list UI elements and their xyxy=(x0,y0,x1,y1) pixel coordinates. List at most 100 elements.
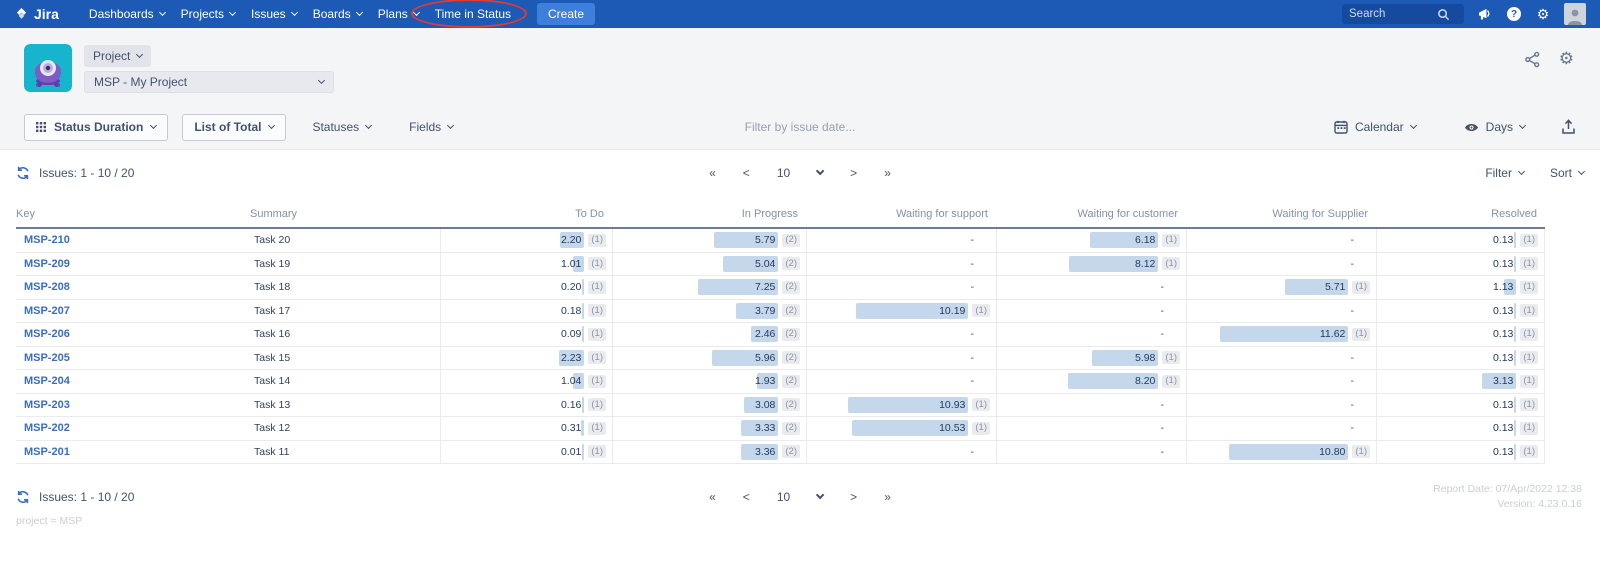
nav-item-issues[interactable]: Issues xyxy=(243,0,305,28)
issue-key-link[interactable]: MSP-206 xyxy=(24,328,70,341)
issue-key-link[interactable]: MSP-208 xyxy=(24,281,70,294)
nav-item-time-in-status[interactable]: Time in Status xyxy=(410,0,527,28)
prev-page-button[interactable]: < xyxy=(742,490,750,504)
transition-count: (1) xyxy=(1520,233,1538,247)
grid-icon xyxy=(36,122,46,132)
duration-value: 0.13 xyxy=(1492,422,1514,435)
first-page-button[interactable]: « xyxy=(709,166,716,180)
create-button[interactable]: Create xyxy=(537,3,596,25)
pagination: « < 10 > » xyxy=(709,490,891,504)
sort-dropdown[interactable]: Sort xyxy=(1550,166,1586,180)
refresh-icon[interactable] xyxy=(16,166,30,180)
fields-dropdown[interactable]: Fields xyxy=(397,120,465,134)
duration-value: 0.13 xyxy=(1492,234,1514,247)
duration-value: 3.33 xyxy=(754,422,776,435)
empty-value: - xyxy=(1160,304,1165,317)
page-size-value[interactable]: 10 xyxy=(776,166,791,180)
refresh-icon[interactable] xyxy=(16,490,30,504)
table-row: MSP-207 Task 17 0.18 (1) 3.79 (2) 10.19 (1) - - 0.… xyxy=(16,299,1545,323)
filter-dropdown[interactable]: Filter xyxy=(1485,166,1526,180)
transition-count: (1) xyxy=(588,257,606,271)
prev-page-button[interactable]: < xyxy=(742,166,750,180)
duration-value: 6.18 xyxy=(1134,234,1156,247)
table-row: MSP-203 Task 13 0.16 (1) 3.08 (2) 10.93 (1) - - 0.… xyxy=(16,393,1545,417)
last-page-button[interactable]: » xyxy=(884,490,891,504)
duration-cell: 5.96 (2) xyxy=(612,346,806,369)
empty-value: - xyxy=(970,281,975,294)
duration-value: 2.23 xyxy=(560,351,582,364)
project-avatar[interactable] xyxy=(24,44,72,92)
nav-item-projects[interactable]: Projects xyxy=(173,0,243,28)
duration-bar: 5.96 xyxy=(712,349,779,366)
units-dropdown[interactable]: Days xyxy=(1452,120,1537,134)
duration-cell: 0.09 (1) xyxy=(440,323,612,346)
duration-value: 0.13 xyxy=(1492,445,1514,458)
project-select[interactable]: MSP - My Project xyxy=(84,71,334,93)
jira-logo[interactable]: Jira xyxy=(14,6,59,22)
duration-value: 1.93 xyxy=(754,375,776,388)
nav-item-boards[interactable]: Boards xyxy=(305,0,370,28)
duration-cell: - xyxy=(996,440,1186,463)
search-input[interactable] xyxy=(1349,8,1435,20)
chevron-down-icon xyxy=(1517,167,1526,176)
duration-value: 10.93 xyxy=(939,398,966,411)
filter-by-date-field[interactable]: Filter by issue date... xyxy=(744,120,856,134)
duration-value: 0.01 xyxy=(560,445,582,458)
duration-bar: 0.13 xyxy=(1493,443,1517,460)
issue-key-link[interactable]: MSP-210 xyxy=(24,234,70,247)
issue-key-link[interactable]: MSP-205 xyxy=(24,351,70,364)
report-type-button[interactable]: Status Duration xyxy=(24,113,169,141)
empty-value: - xyxy=(1350,257,1355,270)
report-toolbar: Status Duration List of Total Statuses F… xyxy=(24,113,1576,141)
user-avatar[interactable] xyxy=(1564,3,1586,25)
search-box[interactable] xyxy=(1342,4,1464,24)
duration-value: 7.25 xyxy=(754,281,776,294)
duration-bar: 3.79 xyxy=(736,302,779,319)
duration-cell: - xyxy=(996,393,1186,416)
column-header-to-do: To Do xyxy=(575,208,604,220)
next-page-button[interactable]: > xyxy=(850,166,858,180)
issue-key-link[interactable]: MSP-201 xyxy=(24,445,70,458)
issue-summary: Task 13 xyxy=(254,398,291,411)
settings-icon[interactable]: ⚙ xyxy=(1536,6,1550,22)
issue-key-link[interactable]: MSP-204 xyxy=(24,375,70,388)
nav-item-dashboards[interactable]: Dashboards xyxy=(81,0,173,28)
issue-key-link[interactable]: MSP-207 xyxy=(24,304,70,317)
next-page-button[interactable]: > xyxy=(850,490,858,504)
duration-cell: 5.71 (1) xyxy=(1186,276,1376,299)
help-icon[interactable]: ? xyxy=(1506,6,1522,22)
page-size-chevron-icon[interactable] xyxy=(815,166,825,176)
view-mode-button[interactable]: List of Total xyxy=(182,113,287,141)
duration-bar: 0.13 xyxy=(1493,349,1517,366)
transition-count: (1) xyxy=(1162,257,1180,271)
first-page-button[interactable]: « xyxy=(709,490,716,504)
nav-item-plans[interactable]: Plans xyxy=(370,0,427,28)
issue-key-link[interactable]: MSP-203 xyxy=(24,398,70,411)
page-settings-gear-icon[interactable]: ⚙ xyxy=(1558,49,1574,68)
page-size-value[interactable]: 10 xyxy=(776,490,791,504)
export-icon[interactable] xyxy=(1561,119,1576,135)
issue-key-link[interactable]: MSP-202 xyxy=(24,422,70,435)
statuses-dropdown[interactable]: Statuses xyxy=(300,120,383,134)
share-icon[interactable] xyxy=(1524,51,1541,68)
duration-cell: - xyxy=(806,252,996,275)
duration-value: 0.31 xyxy=(560,422,582,435)
calendar-icon xyxy=(1334,120,1348,134)
column-header-key: Key xyxy=(16,208,35,220)
announcements-icon[interactable] xyxy=(1477,6,1493,22)
table-row: MSP-202 Task 12 0.31 (1) 3.33 (2) 10.53 (1) - - 0.… xyxy=(16,417,1545,441)
empty-value: - xyxy=(1350,398,1355,411)
transition-count: (1) xyxy=(1162,351,1180,365)
project-scope-label: Project xyxy=(93,49,131,63)
duration-cell: 3.79 (2) xyxy=(612,299,806,322)
report-meta: Report Date: 07/Apr/2022 12:38 Version: … xyxy=(1433,482,1582,512)
column-header-in-progress: In Progress xyxy=(741,208,798,220)
duration-cell: - xyxy=(806,370,996,393)
page-size-chevron-icon[interactable] xyxy=(815,490,825,500)
calendar-dropdown[interactable]: Calendar xyxy=(1322,120,1428,134)
project-scope-button[interactable]: Project xyxy=(84,45,152,67)
duration-bar: 0.09 xyxy=(561,326,585,343)
issue-key-link[interactable]: MSP-209 xyxy=(24,257,70,270)
transition-count: (2) xyxy=(782,327,800,341)
last-page-button[interactable]: » xyxy=(884,166,891,180)
